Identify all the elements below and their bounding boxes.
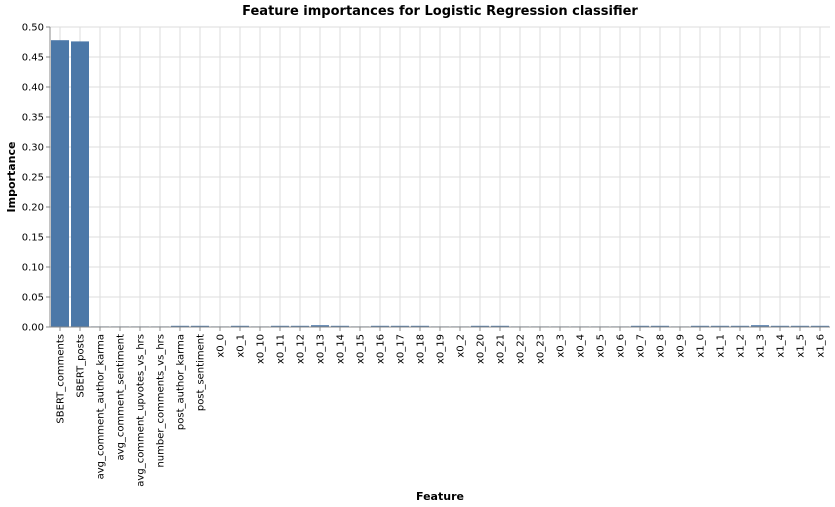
- y-tick-label: 0.00: [22, 323, 44, 334]
- y-tick-label: 0.35: [22, 113, 44, 124]
- bar-x1_1: [711, 325, 729, 327]
- bar-x0_13: [311, 325, 329, 327]
- bar-post_sentiment: [191, 325, 209, 327]
- x-tick-label: x0_18: [416, 334, 427, 364]
- x-tick-label: x0_16: [376, 334, 387, 364]
- bar-x0_18: [411, 325, 429, 327]
- bar-SBERT_comments: [51, 40, 69, 327]
- x-tick-label: x0_9: [676, 334, 687, 358]
- y-tick-label: 0.10: [22, 263, 44, 274]
- x-tick-label: x0_17: [396, 334, 407, 364]
- bar-x1_2: [731, 325, 749, 327]
- y-tick-label: 0.50: [22, 23, 44, 34]
- bar-SBERT_posts: [71, 41, 89, 328]
- bars: [51, 40, 829, 328]
- x-tick-label: x0_15: [356, 334, 367, 364]
- x-axis: SBERT_comments SBERT_posts avg_comment_aut…: [50, 326, 830, 487]
- x-tick-label: x0_3: [556, 334, 567, 358]
- x-tick-label: x0_0: [216, 334, 227, 358]
- x-tick-label: x0_22: [516, 334, 527, 364]
- x-tick-label: x0_6: [616, 334, 627, 358]
- x-tick-label: x0_11: [276, 334, 287, 364]
- bar-x1_5: [791, 325, 809, 327]
- x-tick-label: x0_10: [256, 334, 267, 364]
- bar-x0_20: [471, 325, 489, 327]
- x-tick-label: x1_5: [796, 334, 807, 358]
- x-tick-label: avg_comment_sentiment: [116, 334, 127, 461]
- x-tick-label: post_author_karma: [176, 334, 187, 430]
- y-axis: 0.00 0.05 0.10 0.15 0.20 0.25 0.30 0.35 0.40 0.45…: [22, 23, 51, 334]
- y-tick-label: 0.30: [22, 143, 44, 154]
- x-tick-label: number_comments_vs_hrs: [156, 334, 167, 468]
- x-tick-label: x0_21: [496, 334, 507, 364]
- y-tick-label: 0.45: [22, 53, 44, 64]
- bar-x1_0: [691, 325, 709, 327]
- bar-post_author_karma: [171, 325, 189, 327]
- y-axis-title: Importance: [5, 142, 18, 213]
- y-tick-label: 0.25: [22, 173, 44, 184]
- x-tick-label: x0_20: [476, 334, 487, 364]
- x-tick-label: x0_5: [596, 334, 607, 358]
- x-tick-label: x0_1: [236, 334, 247, 358]
- bar-x0_12: [291, 325, 309, 327]
- bar-x1_3: [751, 325, 769, 327]
- x-tick-label: x1_3: [756, 334, 767, 358]
- bar-x0_14: [331, 325, 349, 327]
- bar-x0_1: [231, 325, 249, 327]
- chart-title: Feature importances for Logistic Regress…: [242, 4, 638, 19]
- bar-x1_6: [811, 325, 829, 327]
- x-tick-label: x1_2: [736, 334, 747, 358]
- y-tick-label: 0.40: [22, 83, 44, 94]
- x-tick-label: x1_0: [696, 334, 707, 358]
- x-tick-label: avg_comment_author_karma: [96, 334, 107, 479]
- bar-x0_11: [271, 325, 289, 327]
- x-tick-label: SBERT_posts: [76, 334, 87, 398]
- x-tick-label: x0_7: [636, 334, 647, 358]
- y-tick-label: 0.20: [22, 203, 44, 214]
- y-tick-label: 0.15: [22, 233, 44, 244]
- x-tick-label: x1_1: [716, 334, 727, 358]
- x-tick-label: x0_12: [296, 334, 307, 364]
- x-tick-label: x0_8: [656, 334, 667, 358]
- bar-x0_7: [631, 325, 649, 327]
- x-tick-label: x0_23: [536, 334, 547, 364]
- grid-lines: [50, 26, 830, 328]
- x-tick-label: x1_6: [816, 334, 827, 358]
- x-tick-label: x1_4: [776, 334, 787, 358]
- bar-x0_21: [491, 325, 509, 327]
- y-tick-label: 0.05: [22, 293, 44, 304]
- x-tick-label: SBERT_comments: [56, 334, 67, 424]
- x-tick-label: x0_2: [456, 334, 467, 358]
- bar-x1_4: [771, 325, 789, 327]
- x-axis-title: Feature: [416, 490, 464, 503]
- x-tick-label: x0_14: [336, 334, 347, 364]
- bar-x0_16: [371, 325, 389, 327]
- x-tick-label: x0_4: [576, 334, 587, 358]
- x-tick-label: avg_comment_upvotes_vs_hrs: [136, 334, 147, 487]
- x-tick-label: x0_19: [436, 334, 447, 364]
- x-tick-label: x0_13: [316, 334, 327, 364]
- bar-x0_8: [651, 325, 669, 327]
- bar-x0_17: [391, 325, 409, 327]
- x-tick-label: post_sentiment: [196, 334, 207, 411]
